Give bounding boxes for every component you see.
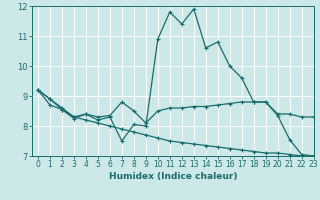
X-axis label: Humidex (Indice chaleur): Humidex (Indice chaleur) [108, 172, 237, 181]
